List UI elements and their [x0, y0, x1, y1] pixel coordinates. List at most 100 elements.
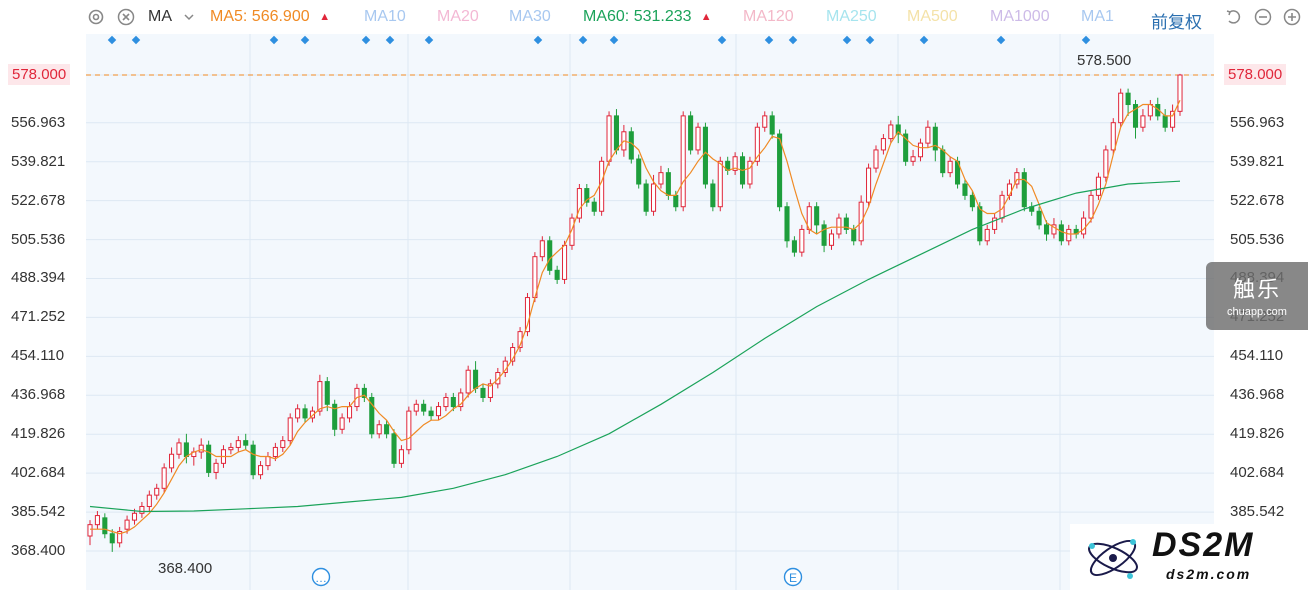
reset-icon[interactable] — [1224, 8, 1242, 26]
candle-up — [317, 381, 323, 412]
event-marker-icon — [717, 35, 727, 45]
candle-down — [895, 124, 901, 135]
event-marker-icon — [919, 35, 929, 45]
candle-up — [139, 505, 145, 514]
y-tick-label-left: 402.684 — [11, 464, 66, 482]
candle-up — [717, 160, 723, 208]
candle-down — [554, 269, 560, 280]
candle-up — [917, 142, 924, 158]
event-circle-icon[interactable] — [311, 567, 331, 587]
indicator-selector[interactable]: MA — [148, 8, 172, 25]
event-marker-icon — [107, 35, 117, 45]
candle-down — [791, 240, 797, 253]
candle-down — [243, 440, 249, 446]
candle-down — [450, 396, 456, 408]
candle-down — [643, 183, 649, 212]
candle-up — [495, 372, 501, 385]
ma-legend-item[interactable]: MA120 — [743, 8, 794, 25]
event-circle-icon[interactable] — [783, 567, 803, 587]
zoom-out-icon[interactable] — [1254, 8, 1272, 26]
candle-up — [1177, 74, 1183, 112]
candle-down — [391, 433, 397, 464]
candle-up — [947, 160, 953, 174]
candle-up — [658, 172, 664, 185]
ma-legend-item[interactable]: MA30 — [509, 8, 551, 25]
candle-up — [465, 369, 471, 394]
candle-up — [747, 160, 753, 185]
candle-up — [1014, 172, 1020, 185]
chevron-down-icon[interactable] — [182, 8, 200, 26]
candle-down — [1036, 210, 1042, 226]
ma-legend-item[interactable]: MA20 — [437, 8, 479, 25]
site-logo: DS2M ds2m.com — [1070, 524, 1308, 592]
candle-down — [1058, 224, 1064, 242]
candle-up — [198, 444, 204, 453]
zoom-in-icon[interactable] — [1283, 8, 1301, 26]
candle-up — [910, 156, 916, 162]
candle-up — [487, 383, 493, 398]
close-circle-icon[interactable] — [117, 8, 135, 26]
candle-down — [1132, 104, 1139, 128]
candle-down — [673, 194, 679, 208]
candle-down — [428, 410, 434, 417]
candle-up — [169, 453, 175, 469]
candle-down — [977, 206, 983, 242]
candle-down — [1162, 115, 1168, 128]
event-marker-icon — [131, 35, 141, 45]
candle-up — [606, 115, 612, 162]
candle-up — [406, 410, 412, 451]
y-tick-label-right: 454.110 — [1230, 347, 1284, 365]
candle-up — [599, 160, 605, 212]
candle-up — [695, 126, 701, 151]
ma-legend-item[interactable]: MA60: 531.233 — [583, 8, 692, 25]
event-marker-icon — [578, 35, 588, 45]
candle-up — [1110, 122, 1116, 151]
candle-up — [339, 417, 345, 430]
candle-down — [302, 408, 308, 419]
ma-legend-item[interactable]: MA1 — [1081, 8, 1114, 25]
candle-up — [1103, 149, 1109, 178]
low-price-label: 368.400 — [158, 560, 212, 577]
candle-up — [117, 530, 123, 544]
event-marker-icon — [300, 35, 310, 45]
y-tick-label-right: 505.536 — [1230, 230, 1285, 248]
ma-legend-item[interactable]: MA250 — [826, 8, 877, 25]
candle-up — [539, 240, 545, 258]
ma-legend-item[interactable]: MA10 — [364, 8, 406, 25]
y-tick-label-right: 385.542 — [1230, 503, 1285, 521]
candle-down — [940, 149, 946, 174]
indicator-toolbar: MA MA5: 566.900 ▲ MA10 MA20 MA30 MA60: 531.23… — [0, 0, 1308, 34]
ma-legend-item[interactable]: MA1000 — [990, 8, 1050, 25]
event-marker-icon — [609, 35, 619, 45]
candle-up — [576, 188, 582, 219]
ma-legend-item[interactable]: MA500 — [907, 8, 958, 25]
event-circle-label: … — [315, 571, 327, 585]
event-marker-icon — [996, 35, 1006, 45]
candle-down — [962, 183, 968, 196]
candle-up — [836, 217, 842, 235]
candle-down — [1125, 92, 1131, 106]
candle-up — [413, 403, 419, 412]
candle-up — [176, 442, 182, 455]
event-marker-icon — [424, 35, 434, 45]
adjust-mode-button[interactable]: 前复权 — [1151, 13, 1202, 32]
candle-down — [102, 517, 108, 535]
ma-legend-item[interactable]: MA5: 566.900 — [210, 8, 310, 25]
candle-down — [369, 396, 375, 435]
candle-down — [547, 240, 553, 271]
candle-up — [131, 512, 138, 521]
settings-gear-icon[interactable] — [87, 8, 105, 26]
y-tick-label-right: 522.678 — [1230, 191, 1285, 209]
candle-up — [87, 524, 93, 537]
y-tick-label-left: 488.394 — [11, 269, 66, 287]
candle-up — [458, 392, 464, 408]
candle-up — [1170, 110, 1176, 128]
candle-down — [480, 387, 486, 398]
event-marker-icon — [842, 35, 852, 45]
candle-up — [280, 440, 286, 448]
candle-up — [398, 449, 404, 464]
candle-up — [1051, 224, 1057, 235]
candle-up — [880, 138, 886, 151]
y-tick-label-left: 419.826 — [11, 425, 66, 443]
